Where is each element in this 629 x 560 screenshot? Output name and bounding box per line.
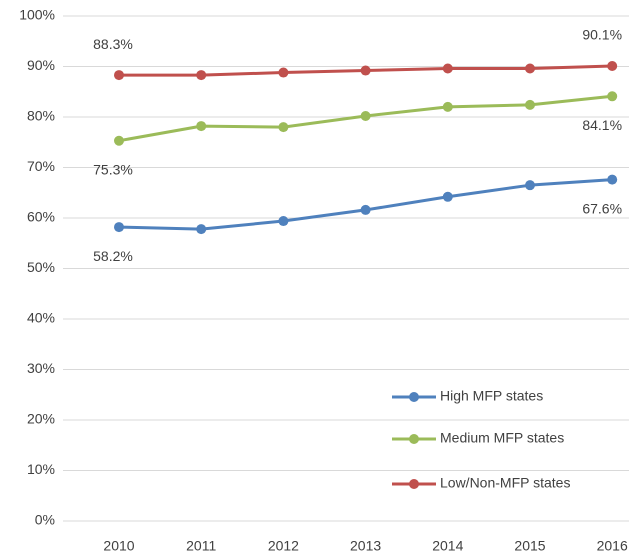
legend-marker — [409, 479, 419, 489]
legend-marker — [409, 392, 419, 402]
y-tick-label: 10% — [27, 461, 55, 477]
x-tick-label: 2010 — [103, 538, 134, 554]
y-tick-label: 50% — [27, 259, 55, 275]
data-point — [525, 99, 535, 110]
x-tick-label: 2013 — [350, 538, 381, 554]
data-point — [525, 180, 535, 191]
x-tick-label: 2015 — [514, 538, 545, 554]
y-tick-label: 40% — [27, 310, 55, 326]
data-label: 88.3% — [93, 36, 133, 52]
data-point — [278, 122, 289, 133]
data-point — [607, 91, 618, 102]
data-point — [442, 101, 453, 112]
y-tick-label: 30% — [27, 360, 55, 376]
y-tick-label: 80% — [27, 108, 55, 124]
data-label: 67.6% — [582, 200, 622, 216]
x-tick-label: 2011 — [186, 538, 216, 554]
data-point — [278, 216, 289, 227]
data-point — [114, 70, 124, 81]
data-label: 75.3% — [93, 161, 133, 177]
x-tick-label: 2014 — [432, 538, 463, 554]
data-label: 84.1% — [582, 117, 622, 133]
data-point — [196, 224, 207, 235]
x-tick-label: 2016 — [597, 538, 628, 554]
y-tick-label: 20% — [27, 411, 55, 427]
y-tick-label: 100% — [19, 7, 55, 23]
data-point — [442, 63, 453, 74]
legend-marker — [409, 434, 419, 444]
y-tick-label: 60% — [27, 209, 55, 225]
x-tick-label: 2012 — [268, 538, 299, 554]
data-point — [607, 174, 618, 185]
data-point — [360, 204, 371, 215]
data-point — [278, 67, 289, 78]
series-line — [118, 178, 613, 231]
data-point — [442, 191, 453, 202]
y-tick-label: 70% — [27, 158, 55, 174]
legend-label: High MFP states — [440, 388, 543, 404]
y-tick-label: 0% — [35, 512, 55, 528]
legend-label: Low/Non-MFP states — [440, 475, 570, 491]
data-point — [525, 63, 535, 74]
data-point — [114, 222, 124, 233]
data-point — [196, 121, 207, 132]
y-tick-label: 90% — [27, 57, 55, 73]
data-point — [360, 65, 371, 76]
data-point — [114, 135, 124, 146]
data-point — [196, 70, 207, 81]
data-label: 90.1% — [582, 27, 622, 43]
data-label: 58.2% — [93, 248, 133, 264]
data-point — [360, 110, 371, 121]
data-point — [607, 60, 618, 71]
legend-label: Medium MFP states — [440, 430, 564, 446]
